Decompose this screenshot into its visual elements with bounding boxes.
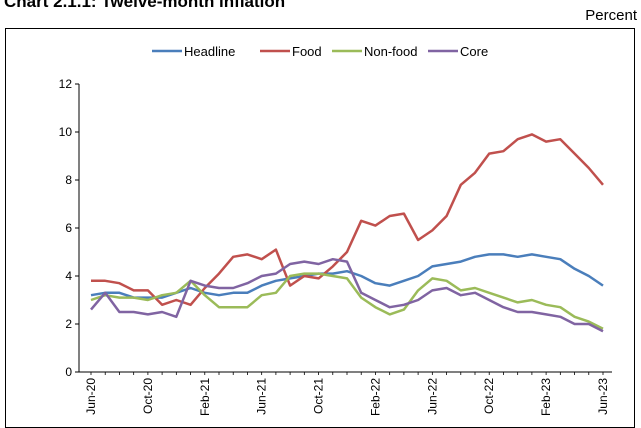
y-tick-label: 2	[65, 317, 72, 331]
series-line-core	[90, 257, 604, 333]
legend-label-food: Food	[292, 44, 322, 59]
x-tick-label: Feb-22	[368, 378, 382, 416]
y-tick-label: 12	[59, 77, 73, 91]
x-tick-label: Jun-21	[255, 378, 269, 415]
series-lines	[90, 133, 604, 333]
series-line-food	[91, 133, 604, 307]
chart-title: Chart 2.1.1: Twelve-month inflation	[4, 0, 286, 11]
y-tick-label: 4	[65, 269, 72, 283]
x-tick-label: Jun-20	[84, 378, 98, 415]
legend-label-core: Core	[460, 44, 488, 59]
legend-label-non-food: Non-food	[364, 44, 417, 59]
x-tick-label: Oct-21	[312, 378, 326, 414]
x-tick-label: Oct-20	[141, 378, 155, 414]
x-tick-label: Feb-21	[198, 378, 212, 416]
x-tick-label: Oct-22	[482, 378, 496, 414]
axes: 0 2 4 6 8 10 12 Jun-20 Oct-20 Feb-21 Jun-21 Oct-21 F…	[59, 77, 612, 416]
y-tick-label: 0	[65, 365, 72, 379]
series-line-non-food	[90, 272, 604, 330]
legend-label-headline: Headline	[184, 44, 235, 59]
y-tick-label: 8	[65, 173, 72, 187]
unit-label: Percent	[585, 7, 637, 24]
x-tick-label: Jun-23	[596, 378, 610, 415]
x-tick-label: Feb-23	[539, 378, 553, 416]
y-tick-label: 10	[59, 125, 73, 139]
legend: Headline Food Non-food Core	[152, 44, 488, 59]
y-tick-label: 6	[65, 221, 72, 235]
x-tick-label: Jun-22	[425, 378, 439, 415]
